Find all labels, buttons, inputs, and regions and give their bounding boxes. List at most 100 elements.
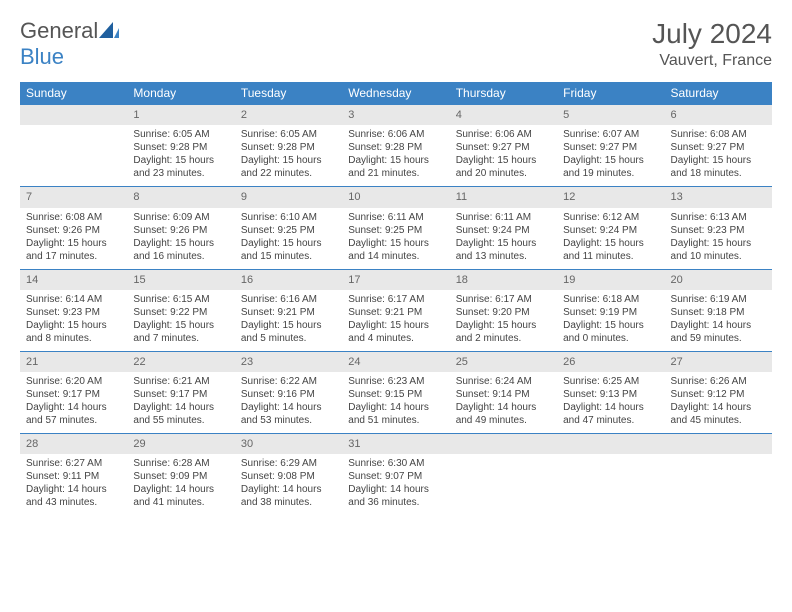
- sunrise-line: Sunrise: 6:06 AM: [456, 128, 551, 141]
- day-content: Sunrise: 6:13 AMSunset: 9:23 PMDaylight:…: [665, 208, 772, 269]
- sunrise-line: Sunrise: 6:11 AM: [348, 211, 443, 224]
- sunrise-line: Sunrise: 6:18 AM: [563, 293, 658, 306]
- day-number: 5: [557, 104, 664, 125]
- day-content: Sunrise: 6:08 AMSunset: 9:27 PMDaylight:…: [665, 125, 772, 186]
- daylight-line-2: and 53 minutes.: [241, 414, 336, 427]
- daylight-line-2: and 22 minutes.: [241, 167, 336, 180]
- daylight-line-1: Daylight: 15 hours: [456, 154, 551, 167]
- sunset-line: Sunset: 9:19 PM: [563, 306, 658, 319]
- sunrise-line: Sunrise: 6:21 AM: [133, 375, 228, 388]
- calendar-day-cell: [557, 433, 664, 515]
- calendar-day-cell: 26Sunrise: 6:25 AMSunset: 9:13 PMDayligh…: [557, 351, 664, 433]
- calendar-day-cell: 27Sunrise: 6:26 AMSunset: 9:12 PMDayligh…: [665, 351, 772, 433]
- daylight-line-1: Daylight: 14 hours: [133, 483, 228, 496]
- daylight-line-1: Daylight: 15 hours: [241, 154, 336, 167]
- daylight-line-1: Daylight: 15 hours: [133, 154, 228, 167]
- calendar-day-cell: 24Sunrise: 6:23 AMSunset: 9:15 PMDayligh…: [342, 351, 449, 433]
- day-number: 23: [235, 351, 342, 372]
- day-content: Sunrise: 6:09 AMSunset: 9:26 PMDaylight:…: [127, 208, 234, 269]
- daylight-line-1: Daylight: 15 hours: [241, 319, 336, 332]
- sunrise-line: Sunrise: 6:17 AM: [456, 293, 551, 306]
- sunset-line: Sunset: 9:20 PM: [456, 306, 551, 319]
- daylight-line-1: Daylight: 14 hours: [671, 401, 766, 414]
- day-number: [557, 433, 664, 454]
- sunrise-line: Sunrise: 6:16 AM: [241, 293, 336, 306]
- day-number: 21: [20, 351, 127, 372]
- calendar-week-row: 21Sunrise: 6:20 AMSunset: 9:17 PMDayligh…: [20, 351, 772, 433]
- day-content: Sunrise: 6:05 AMSunset: 9:28 PMDaylight:…: [235, 125, 342, 186]
- daylight-line-2: and 17 minutes.: [26, 250, 121, 263]
- sunrise-line: Sunrise: 6:17 AM: [348, 293, 443, 306]
- calendar-day-cell: 10Sunrise: 6:11 AMSunset: 9:25 PMDayligh…: [342, 186, 449, 268]
- sunset-line: Sunset: 9:25 PM: [348, 224, 443, 237]
- day-content: [450, 454, 557, 476]
- daylight-line-2: and 38 minutes.: [241, 496, 336, 509]
- calendar-day-cell: [450, 433, 557, 515]
- sunset-line: Sunset: 9:13 PM: [563, 388, 658, 401]
- day-number: 17: [342, 269, 449, 290]
- sunrise-line: Sunrise: 6:08 AM: [671, 128, 766, 141]
- page-header: General Blue July 2024 Vauvert, France: [20, 18, 772, 70]
- day-number: 25: [450, 351, 557, 372]
- day-content: Sunrise: 6:19 AMSunset: 9:18 PMDaylight:…: [665, 290, 772, 351]
- day-number: 15: [127, 269, 234, 290]
- brand-name-part1: General: [20, 18, 98, 43]
- daylight-line-1: Daylight: 14 hours: [133, 401, 228, 414]
- calendar-day-cell: 2Sunrise: 6:05 AMSunset: 9:28 PMDaylight…: [235, 104, 342, 186]
- day-number: 10: [342, 186, 449, 207]
- sunrise-line: Sunrise: 6:13 AM: [671, 211, 766, 224]
- daylight-line-1: Daylight: 14 hours: [26, 401, 121, 414]
- day-content: Sunrise: 6:20 AMSunset: 9:17 PMDaylight:…: [20, 372, 127, 433]
- calendar-day-cell: 22Sunrise: 6:21 AMSunset: 9:17 PMDayligh…: [127, 351, 234, 433]
- weekday-header: Sunday: [20, 82, 127, 104]
- daylight-line-1: Daylight: 15 hours: [26, 237, 121, 250]
- daylight-line-1: Daylight: 14 hours: [26, 483, 121, 496]
- day-content: Sunrise: 6:07 AMSunset: 9:27 PMDaylight:…: [557, 125, 664, 186]
- weekday-header: Saturday: [665, 82, 772, 104]
- daylight-line-2: and 21 minutes.: [348, 167, 443, 180]
- location: Vauvert, France: [652, 52, 772, 70]
- sunset-line: Sunset: 9:09 PM: [133, 470, 228, 483]
- day-content: Sunrise: 6:23 AMSunset: 9:15 PMDaylight:…: [342, 372, 449, 433]
- day-number: 8: [127, 186, 234, 207]
- daylight-line-1: Daylight: 15 hours: [456, 319, 551, 332]
- calendar-day-cell: 18Sunrise: 6:17 AMSunset: 9:20 PMDayligh…: [450, 269, 557, 351]
- day-number: 29: [127, 433, 234, 454]
- daylight-line-2: and 23 minutes.: [133, 167, 228, 180]
- calendar-week-row: 14Sunrise: 6:14 AMSunset: 9:23 PMDayligh…: [20, 269, 772, 351]
- sunrise-line: Sunrise: 6:05 AM: [133, 128, 228, 141]
- daylight-line-2: and 45 minutes.: [671, 414, 766, 427]
- daylight-line-1: Daylight: 14 hours: [241, 401, 336, 414]
- sunrise-line: Sunrise: 6:22 AM: [241, 375, 336, 388]
- weekday-header: Friday: [557, 82, 664, 104]
- sunset-line: Sunset: 9:16 PM: [241, 388, 336, 401]
- sunrise-line: Sunrise: 6:05 AM: [241, 128, 336, 141]
- daylight-line-2: and 49 minutes.: [456, 414, 551, 427]
- sunrise-line: Sunrise: 6:11 AM: [456, 211, 551, 224]
- daylight-line-1: Daylight: 14 hours: [348, 483, 443, 496]
- sunset-line: Sunset: 9:17 PM: [26, 388, 121, 401]
- daylight-line-2: and 18 minutes.: [671, 167, 766, 180]
- day-content: Sunrise: 6:17 AMSunset: 9:21 PMDaylight:…: [342, 290, 449, 351]
- daylight-line-1: Daylight: 14 hours: [348, 401, 443, 414]
- sunset-line: Sunset: 9:28 PM: [348, 141, 443, 154]
- daylight-line-2: and 15 minutes.: [241, 250, 336, 263]
- sunset-line: Sunset: 9:18 PM: [671, 306, 766, 319]
- sunset-line: Sunset: 9:28 PM: [241, 141, 336, 154]
- title-block: July 2024 Vauvert, France: [652, 18, 772, 70]
- day-number: 31: [342, 433, 449, 454]
- sunrise-line: Sunrise: 6:29 AM: [241, 457, 336, 470]
- calendar-day-cell: 30Sunrise: 6:29 AMSunset: 9:08 PMDayligh…: [235, 433, 342, 515]
- daylight-line-1: Daylight: 14 hours: [563, 401, 658, 414]
- sunrise-line: Sunrise: 6:12 AM: [563, 211, 658, 224]
- sunrise-line: Sunrise: 6:19 AM: [671, 293, 766, 306]
- sunset-line: Sunset: 9:27 PM: [671, 141, 766, 154]
- daylight-line-2: and 11 minutes.: [563, 250, 658, 263]
- sunrise-line: Sunrise: 6:07 AM: [563, 128, 658, 141]
- day-number: 2: [235, 104, 342, 125]
- daylight-line-2: and 2 minutes.: [456, 332, 551, 345]
- calendar-body: 1Sunrise: 6:05 AMSunset: 9:28 PMDaylight…: [20, 104, 772, 515]
- daylight-line-1: Daylight: 15 hours: [348, 319, 443, 332]
- day-content: Sunrise: 6:25 AMSunset: 9:13 PMDaylight:…: [557, 372, 664, 433]
- calendar-day-cell: 15Sunrise: 6:15 AMSunset: 9:22 PMDayligh…: [127, 269, 234, 351]
